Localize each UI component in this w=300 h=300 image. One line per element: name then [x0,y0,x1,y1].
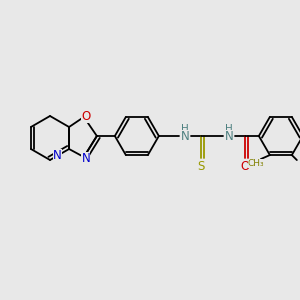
Text: O: O [240,160,250,172]
Text: O: O [299,169,300,182]
Text: N: N [224,130,233,142]
Text: N: N [53,149,62,162]
Text: H: H [225,124,233,134]
Text: CH₃: CH₃ [248,159,264,168]
Text: N: N [82,152,90,164]
Text: N: N [181,130,189,142]
Text: O: O [81,110,91,122]
Text: S: S [197,160,205,172]
Text: N: N [299,157,300,169]
Text: H: H [181,124,189,134]
